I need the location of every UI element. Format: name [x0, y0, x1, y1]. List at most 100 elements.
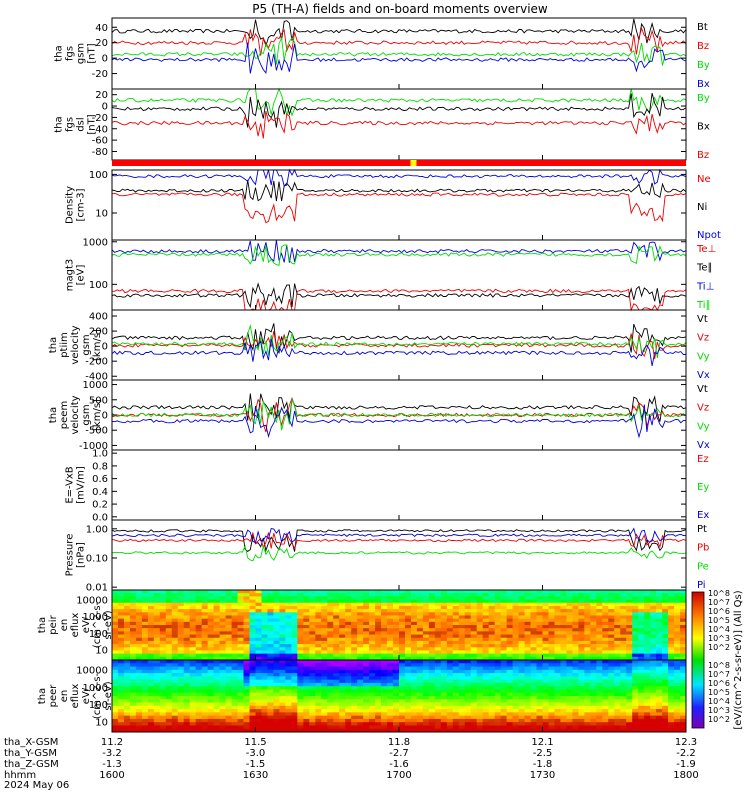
- spectrogram-cell: [668, 669, 675, 674]
- spectrogram-cell: [542, 702, 549, 707]
- spectrogram-cell: [590, 712, 597, 717]
- spectrogram-cell: [482, 676, 490, 681]
- spectrogram-cell: [273, 612, 280, 616]
- spectrogram-cell: [243, 637, 250, 642]
- spectrogram-cell: [345, 647, 352, 651]
- spectrogram-cell: [117, 722, 125, 726]
- spectrogram-cell: [333, 596, 340, 600]
- spectrogram-cell: [112, 709, 119, 713]
- spectrogram-cell: [345, 722, 352, 726]
- spectrogram-cell: [488, 696, 496, 700]
- spectrogram-cell: [536, 712, 543, 717]
- spectrogram-cell: [315, 656, 322, 661]
- spectrogram-cell: [446, 660, 454, 664]
- spectrogram-cell: [147, 712, 155, 717]
- spectrogram-cell: [590, 605, 597, 610]
- spectrogram-cell: [590, 647, 597, 651]
- spectrogram-cell: [213, 709, 221, 713]
- spectrogram-cell: [267, 618, 274, 623]
- spectrogram-cell: [470, 673, 478, 677]
- spectrogram-cell: [680, 602, 687, 607]
- spectrogram-cell: [357, 628, 364, 632]
- spectrogram-cell: [434, 640, 442, 645]
- spectrogram-cell: [225, 602, 232, 607]
- spectrogram-cell: [375, 656, 382, 661]
- spectrogram-cell: [141, 705, 149, 710]
- spectrogram-cell: [536, 718, 543, 723]
- spectrogram-cell: [416, 647, 424, 651]
- spectrogram-cell: [632, 612, 639, 616]
- spectrogram-cell: [363, 702, 370, 707]
- spectrogram-cell: [393, 715, 400, 720]
- spectrogram-cell: [345, 625, 352, 629]
- y-axis-label-line: [nT]: [87, 43, 98, 63]
- spectrogram-cell: [255, 653, 262, 658]
- spectrogram-cell: [614, 669, 621, 674]
- spectrogram-cell: [572, 728, 579, 733]
- spectrogram-cell: [482, 682, 490, 687]
- spectrogram-cell: [189, 712, 197, 717]
- spectrogram-cell: [422, 605, 430, 610]
- spectrogram-cell: [177, 663, 185, 667]
- spectrogram-cell: [303, 705, 310, 710]
- spectrogram-cell: [363, 599, 370, 604]
- spectrogram-cell: [518, 640, 525, 645]
- spectrogram-cell: [578, 725, 585, 730]
- spectrogram-cell: [309, 660, 316, 664]
- spectrogram-cell: [440, 609, 448, 613]
- y-axis-label-line: Density: [65, 186, 76, 224]
- spectrogram-cell: [494, 596, 502, 600]
- spectrogram-cell: [542, 593, 549, 597]
- spectrogram-cell: [267, 715, 274, 720]
- spectrogram-cell: [309, 718, 316, 723]
- spectrogram-cell: [309, 705, 316, 710]
- spectrogram-cell: [608, 663, 615, 667]
- spectrogram-cell: [428, 628, 436, 632]
- spectrogram-cell: [159, 631, 167, 635]
- spectrogram-cell: [530, 718, 537, 723]
- spectrogram-cell: [416, 621, 424, 626]
- spectrogram-cell: [369, 605, 376, 610]
- spectrogram-cell: [345, 599, 352, 604]
- spectrogram-cell: [357, 699, 364, 703]
- colorbar-tick: 10^2: [708, 643, 730, 652]
- spectrogram-cell: [135, 631, 143, 635]
- spectrogram-cell: [279, 618, 286, 623]
- spectrogram-cell: [237, 602, 244, 607]
- spectrogram-cell: [177, 660, 185, 664]
- spectrogram-cell: [171, 637, 179, 642]
- spectrogram-cell: [608, 673, 615, 677]
- spectrogram-cell: [668, 612, 675, 616]
- spectrogram-cell: [363, 696, 370, 700]
- spectrogram-cell: [518, 593, 525, 597]
- spectrogram-cell: [357, 634, 364, 639]
- spectrogram-cell: [494, 634, 502, 639]
- spectrogram-cell: [381, 637, 388, 642]
- spectrogram-cell: [542, 696, 549, 700]
- spectrogram-cell: [183, 679, 191, 684]
- spectrogram-cell: [303, 631, 310, 635]
- spectrogram-cell: [255, 679, 262, 684]
- spectrogram-cell: [602, 702, 609, 707]
- spectrogram-cell: [608, 718, 615, 723]
- spectrogram-cell: [267, 644, 274, 648]
- spectrogram-cell: [333, 612, 340, 616]
- spectrogram-cell: [321, 663, 328, 667]
- spectrogram-cell: [572, 647, 579, 651]
- spectrogram-cell: [524, 618, 531, 623]
- spectrogram-cell: [147, 599, 155, 604]
- spectrogram-cell: [434, 696, 442, 700]
- spectrogram-cell: [416, 640, 424, 645]
- spectrogram-cell: [201, 722, 209, 726]
- spectrogram-cell: [255, 647, 262, 651]
- spectrogram-cell: [584, 669, 591, 674]
- spectrogram-cell: [488, 702, 496, 707]
- spectrogram-cell: [560, 682, 567, 687]
- spectrogram-cell: [632, 631, 639, 635]
- spectrogram-cell: [458, 621, 466, 626]
- spectrogram-cell: [620, 725, 627, 730]
- spectrogram-cell: [249, 709, 256, 713]
- spectrogram-cell: [393, 609, 400, 613]
- spectrogram-cell: [177, 725, 185, 730]
